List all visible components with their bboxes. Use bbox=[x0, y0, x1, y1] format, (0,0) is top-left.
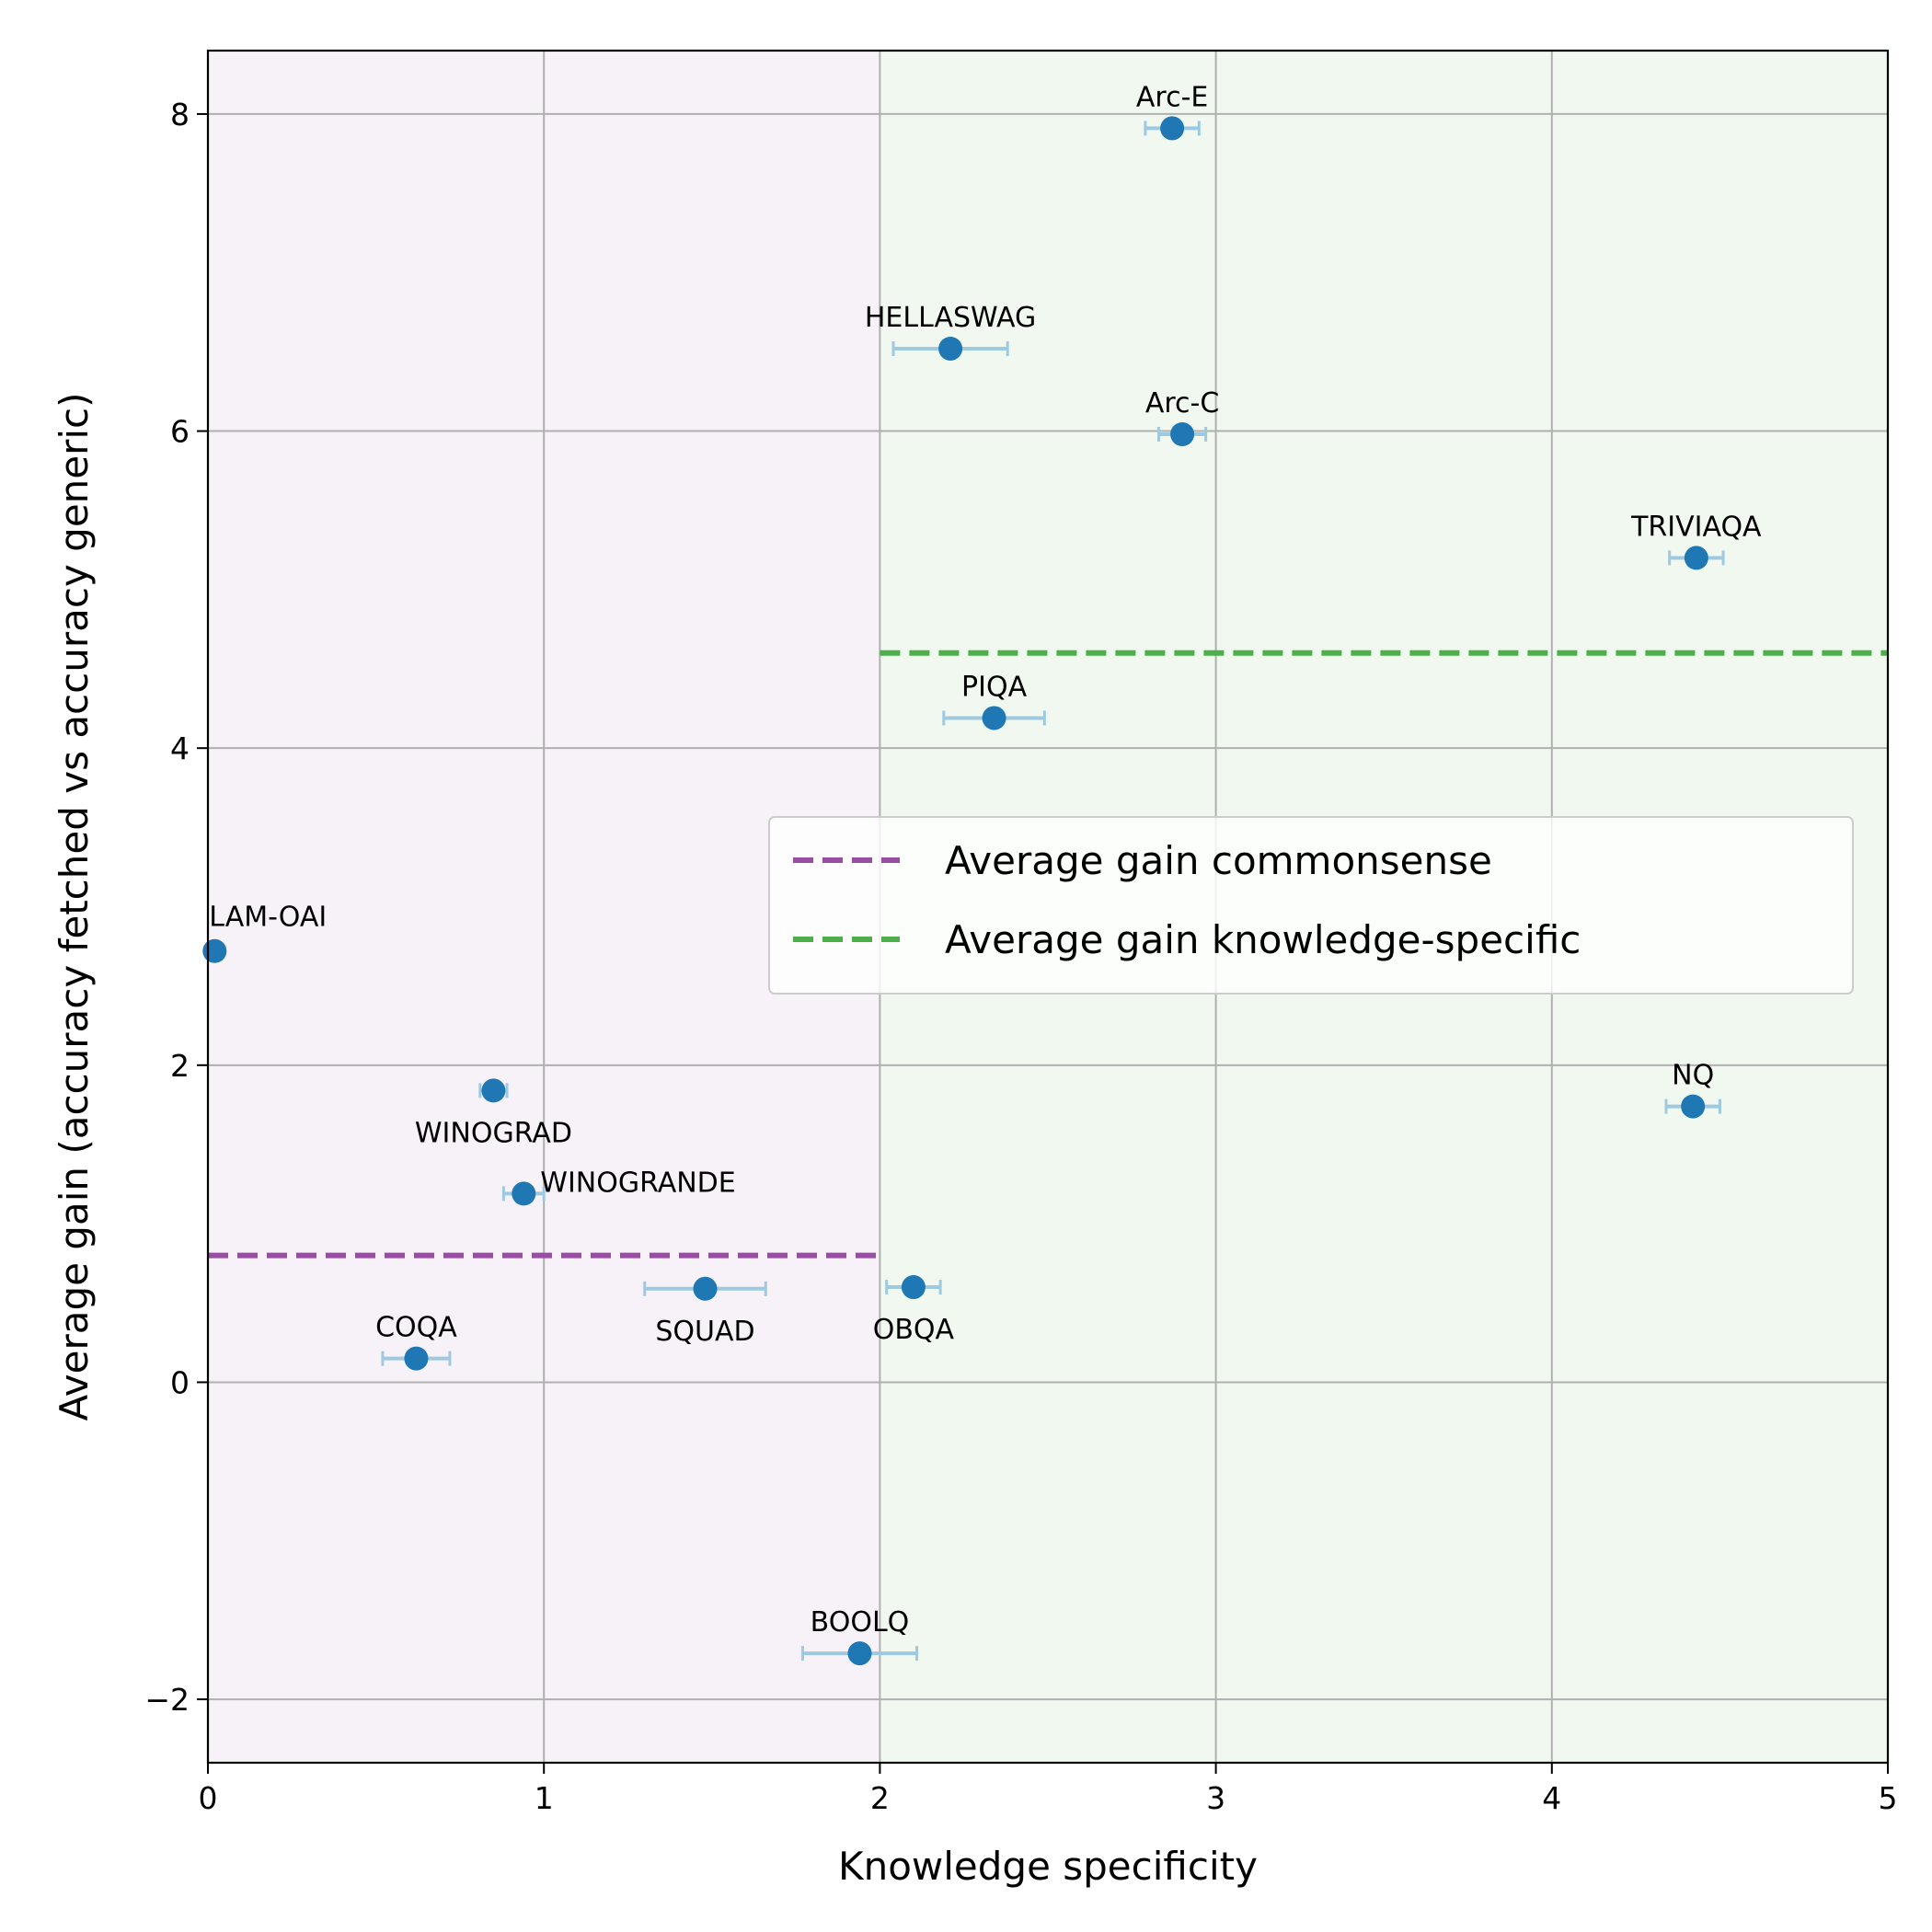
y-tick-label: 8 bbox=[170, 97, 190, 132]
plot-frame bbox=[206, 49, 1890, 1765]
x-tick-label: 2 bbox=[870, 1780, 890, 1816]
y-tick-label: 0 bbox=[170, 1364, 190, 1400]
x-tick-label: 5 bbox=[1879, 1780, 1898, 1816]
point-label: WINOGRANDE bbox=[540, 1167, 735, 1199]
data-point bbox=[901, 1275, 926, 1300]
legend-label-knowledge-specific: Average gain knowledge-specific bbox=[945, 917, 1581, 962]
data-point bbox=[1170, 422, 1195, 447]
point-label: LAM-OAI bbox=[209, 902, 327, 934]
x-tick-label: 0 bbox=[199, 1780, 218, 1816]
point-label: TRIVIAQA bbox=[1630, 511, 1762, 543]
data-point bbox=[693, 1276, 718, 1301]
y-tick-label: 4 bbox=[170, 730, 190, 766]
data-point bbox=[481, 1078, 506, 1103]
point-label: OBQA bbox=[873, 1314, 955, 1346]
y-tick-label: 2 bbox=[170, 1048, 190, 1084]
x-tick-label: 4 bbox=[1542, 1780, 1561, 1816]
data-point bbox=[847, 1641, 872, 1666]
point-label: SQUAD bbox=[655, 1316, 754, 1348]
data-point bbox=[512, 1181, 536, 1206]
data-point bbox=[1681, 1094, 1706, 1119]
y-tick-label: 6 bbox=[170, 414, 190, 450]
axis-ticks: 0 1 2 3 4 5 −2 0 2 4 6 8 bbox=[144, 97, 1897, 1816]
point-label: PIQA bbox=[961, 671, 1028, 703]
legend-label-commonsense: Average gain commonsense bbox=[945, 838, 1492, 883]
reference-lines bbox=[208, 650, 1888, 1259]
data-point bbox=[1684, 546, 1708, 570]
y-axis-title: Average gain (accuracy fetched vs accura… bbox=[52, 392, 97, 1420]
data-point bbox=[1160, 116, 1185, 141]
point-label: HELLASWAG bbox=[865, 302, 1036, 334]
point-label: WINOGRAD bbox=[415, 1117, 572, 1149]
data-point bbox=[404, 1346, 429, 1371]
x-tick-label: 3 bbox=[1206, 1780, 1225, 1816]
legend: Average gain commonsense Average gain kn… bbox=[768, 816, 1854, 995]
data-point bbox=[982, 706, 1006, 730]
x-tick-label: 1 bbox=[535, 1780, 554, 1816]
point-label: COQA bbox=[375, 1312, 457, 1344]
data-points: Arc-E HELLASWAG Arc-C TRIVIAQA PIQA LAM-OAI WI… bbox=[202, 81, 1762, 1666]
data-point bbox=[202, 938, 227, 963]
point-label: NQ bbox=[1672, 1060, 1714, 1092]
point-label: Arc-C bbox=[1145, 387, 1219, 420]
x-axis-title: Knowledge specificity bbox=[838, 1844, 1258, 1889]
point-label: BOOLQ bbox=[811, 1606, 910, 1639]
data-point bbox=[938, 336, 963, 361]
y-tick-label: −2 bbox=[144, 1682, 190, 1718]
point-label: Arc-E bbox=[1136, 81, 1208, 113]
legend-box bbox=[768, 816, 1854, 995]
